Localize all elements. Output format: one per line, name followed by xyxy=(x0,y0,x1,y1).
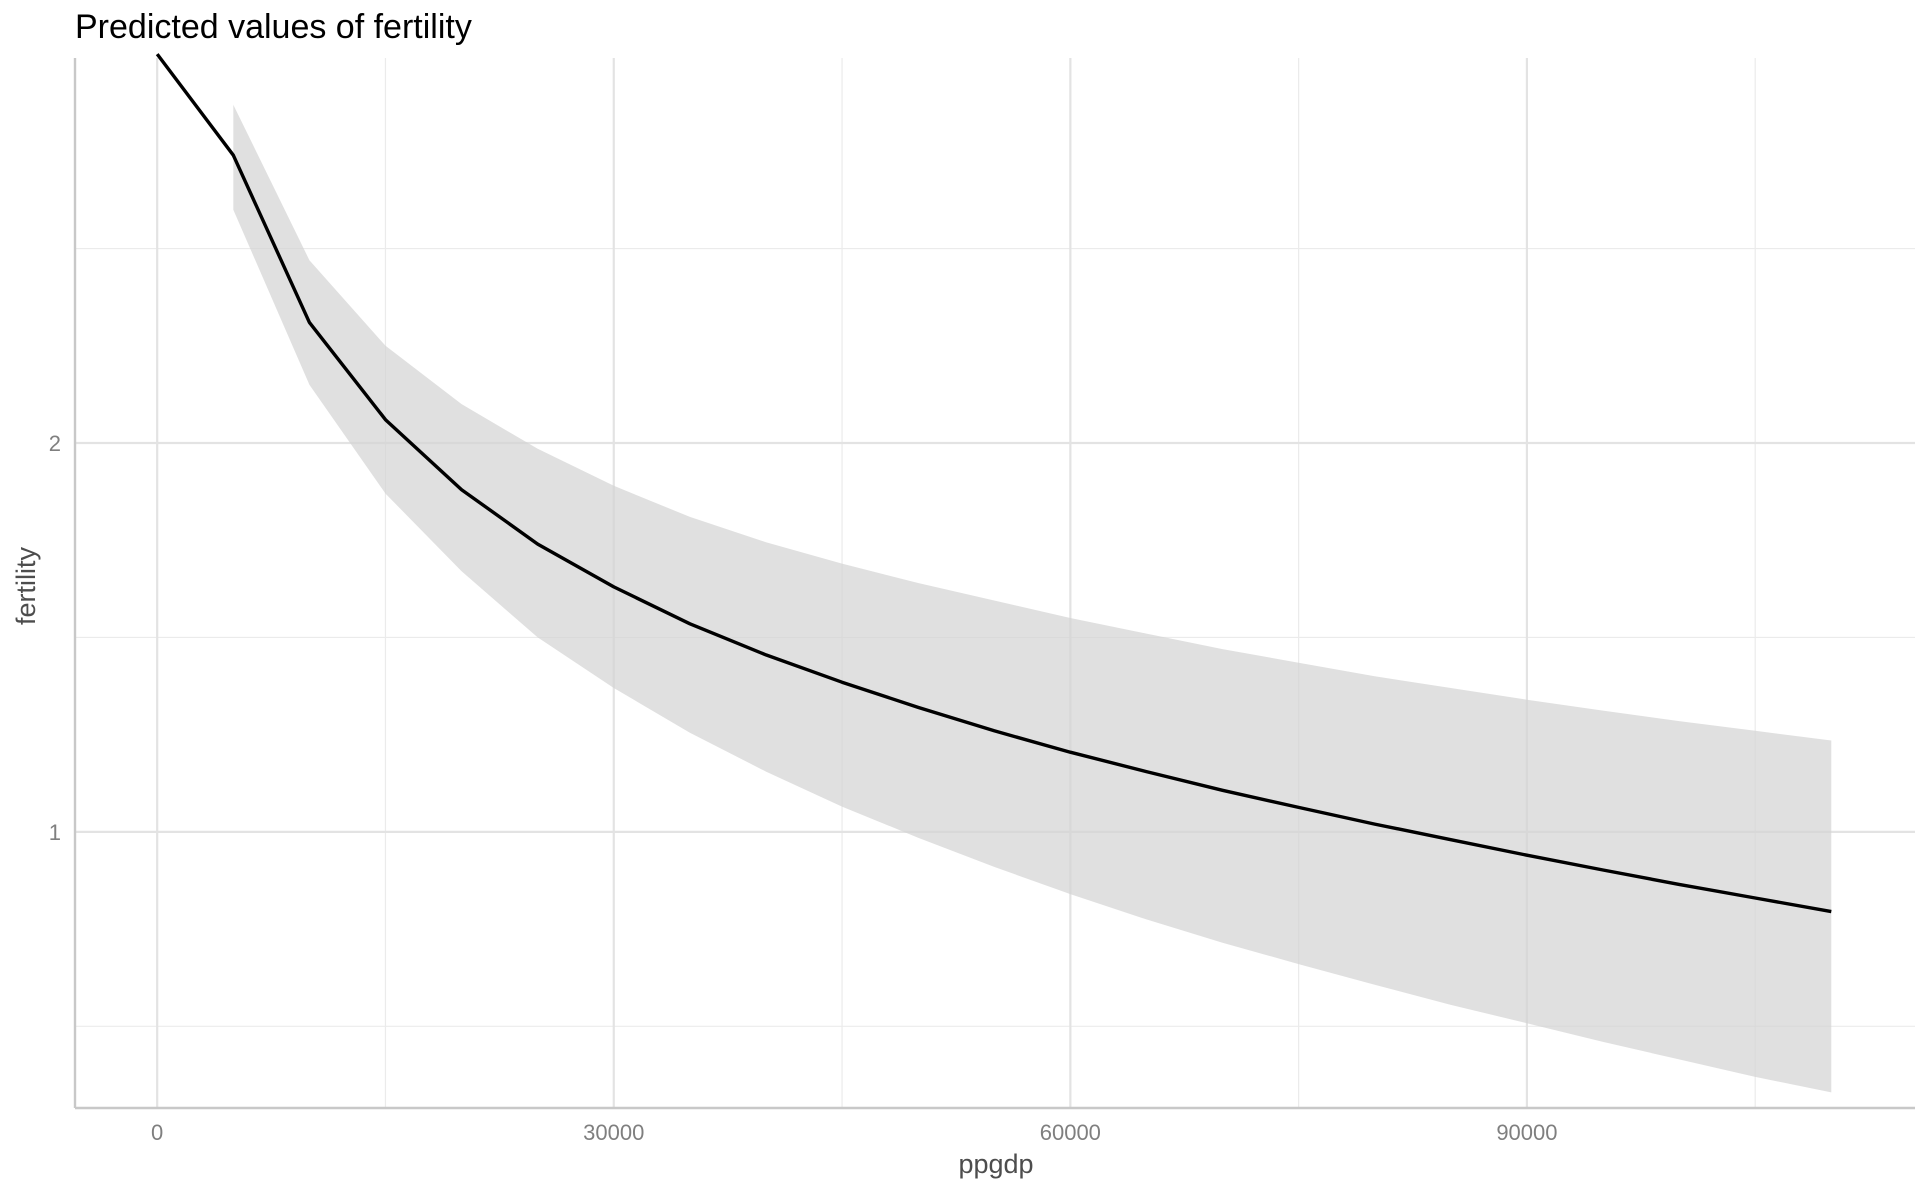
y-tick-label: 2 xyxy=(49,431,61,456)
prediction-line-layer xyxy=(155,53,1832,914)
confidence-band xyxy=(233,104,1832,1093)
prediction-line xyxy=(155,53,1832,914)
chart-title: Predicted values of fertility xyxy=(75,8,472,46)
x-tick-label: 60000 xyxy=(1040,1120,1101,1145)
x-tick-label: 90000 xyxy=(1496,1120,1557,1145)
y-tick-label: 1 xyxy=(49,820,61,845)
x-axis-title: ppgdp xyxy=(958,1149,1033,1179)
axes xyxy=(73,58,1915,1110)
tick-labels: 0 30000 60000 90000 1 2 xyxy=(49,431,1558,1145)
x-tick-label: 0 xyxy=(151,1120,163,1145)
confidence-band-layer xyxy=(233,104,1832,1093)
x-tick-label: 30000 xyxy=(583,1120,644,1145)
y-axis-title: fertility xyxy=(11,547,41,626)
